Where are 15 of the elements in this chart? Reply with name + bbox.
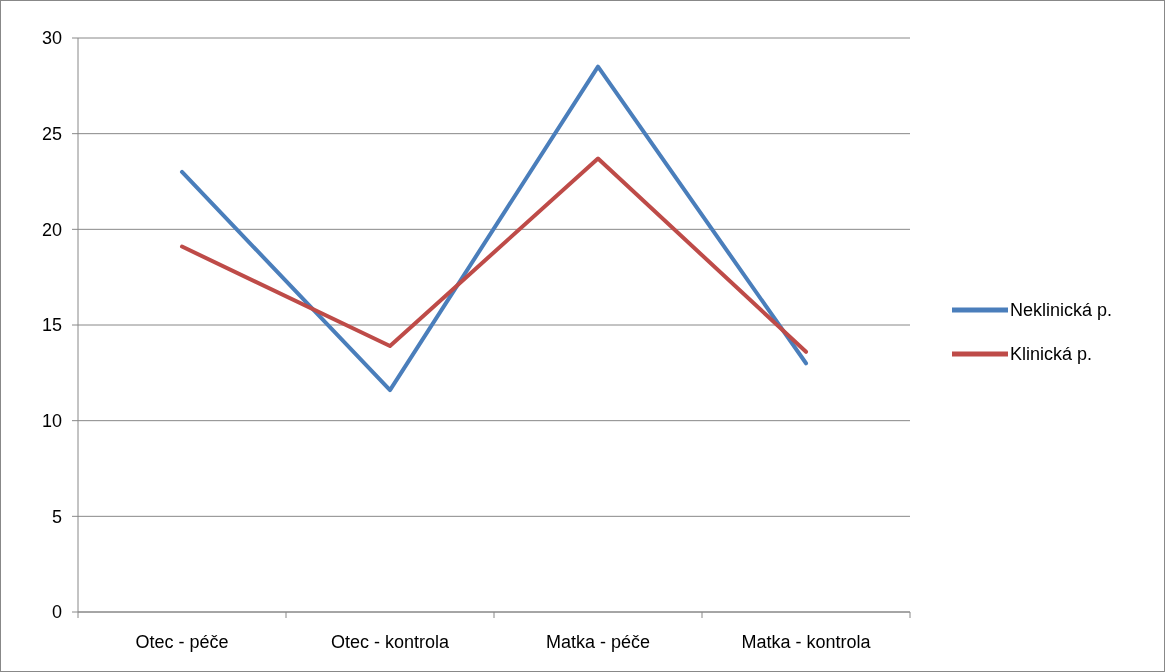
line-series [180, 156, 808, 354]
y-tick-label: 0 [51, 602, 62, 623]
legend-label: Neklinická p. [1010, 300, 1113, 321]
line-series [180, 64, 808, 393]
y-tick-label: 10 [41, 410, 62, 431]
x-tick-label: Matka - kontrola [741, 632, 872, 652]
y-tick-label: 15 [41, 315, 62, 336]
legend-label: Klinická p. [1010, 344, 1093, 365]
y-tick-label: 5 [51, 506, 62, 527]
x-tick-label: Matka - péče [545, 632, 651, 652]
x-tick-label: Otec - péče [135, 632, 229, 652]
x-tick-label: Otec - kontrola [330, 632, 451, 652]
y-tick-label: 30 [41, 28, 62, 49]
y-tick-label: 25 [41, 123, 62, 144]
y-tick-label: 20 [41, 219, 62, 240]
